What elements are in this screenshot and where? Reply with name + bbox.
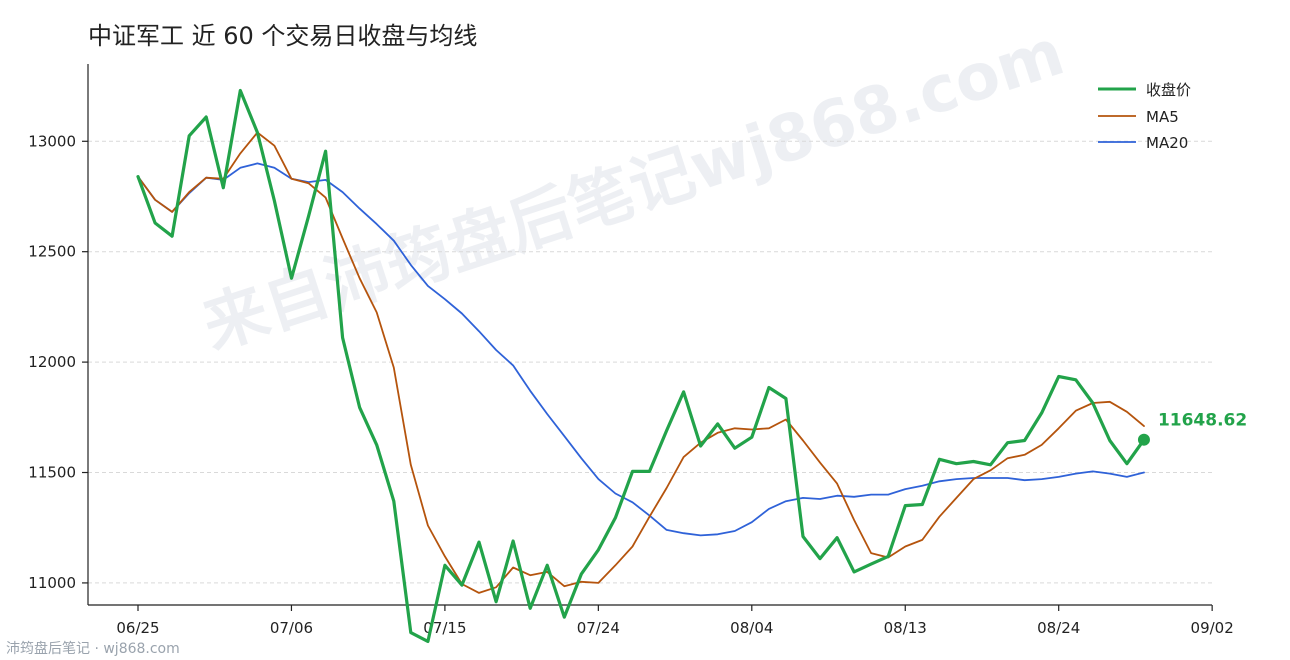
x-tick-label: 07/06 xyxy=(270,619,313,637)
series-line-ma5 xyxy=(137,131,1145,594)
series-lines xyxy=(136,88,1146,644)
y-tick-label: 12500 xyxy=(28,243,76,261)
legend: 收盘价 MA5 MA20 xyxy=(1098,81,1191,152)
x-tick-label: 07/24 xyxy=(577,619,620,637)
footer-credit: 沛筠盘后笔记 · wj868.com xyxy=(6,640,180,657)
last-value-marker: 11648.62 xyxy=(1137,411,1247,446)
x-tick-label: 06/25 xyxy=(116,619,159,637)
x-tick-label: 08/04 xyxy=(730,619,773,637)
series-line-close xyxy=(136,88,1146,644)
y-tick-label: 12000 xyxy=(28,353,76,371)
y-tick-label: 11000 xyxy=(28,574,76,592)
last-close-label: 11648.62 xyxy=(1158,411,1247,431)
y-tick-label: 11500 xyxy=(28,464,76,482)
chart-title: 中证军工 近 60 个交易日收盘与均线 xyxy=(88,22,477,50)
y-tick-label: 13000 xyxy=(28,132,76,150)
last-close-dot xyxy=(1137,433,1150,446)
x-ticks: 06/25 07/06 07/15 07/24 08/04 08/13 08/24 09/02… xyxy=(116,605,1234,637)
legend-label-ma5: MA5 xyxy=(1146,108,1179,126)
watermark-text: 来自沛筠盘后笔记wj868.com xyxy=(194,16,1072,364)
y-ticks: 11000 11500 12000 12500 13000 xyxy=(28,132,88,592)
legend-label-ma20: MA20 xyxy=(1146,134,1188,152)
x-tick-label: 07/15 xyxy=(423,619,466,637)
x-tick-label: 09/02 xyxy=(1191,619,1234,637)
legend-label-close: 收盘价 xyxy=(1146,81,1191,99)
axes xyxy=(87,64,1212,606)
x-tick-label: 08/24 xyxy=(1037,619,1080,637)
x-tick-label: 08/13 xyxy=(884,619,927,637)
